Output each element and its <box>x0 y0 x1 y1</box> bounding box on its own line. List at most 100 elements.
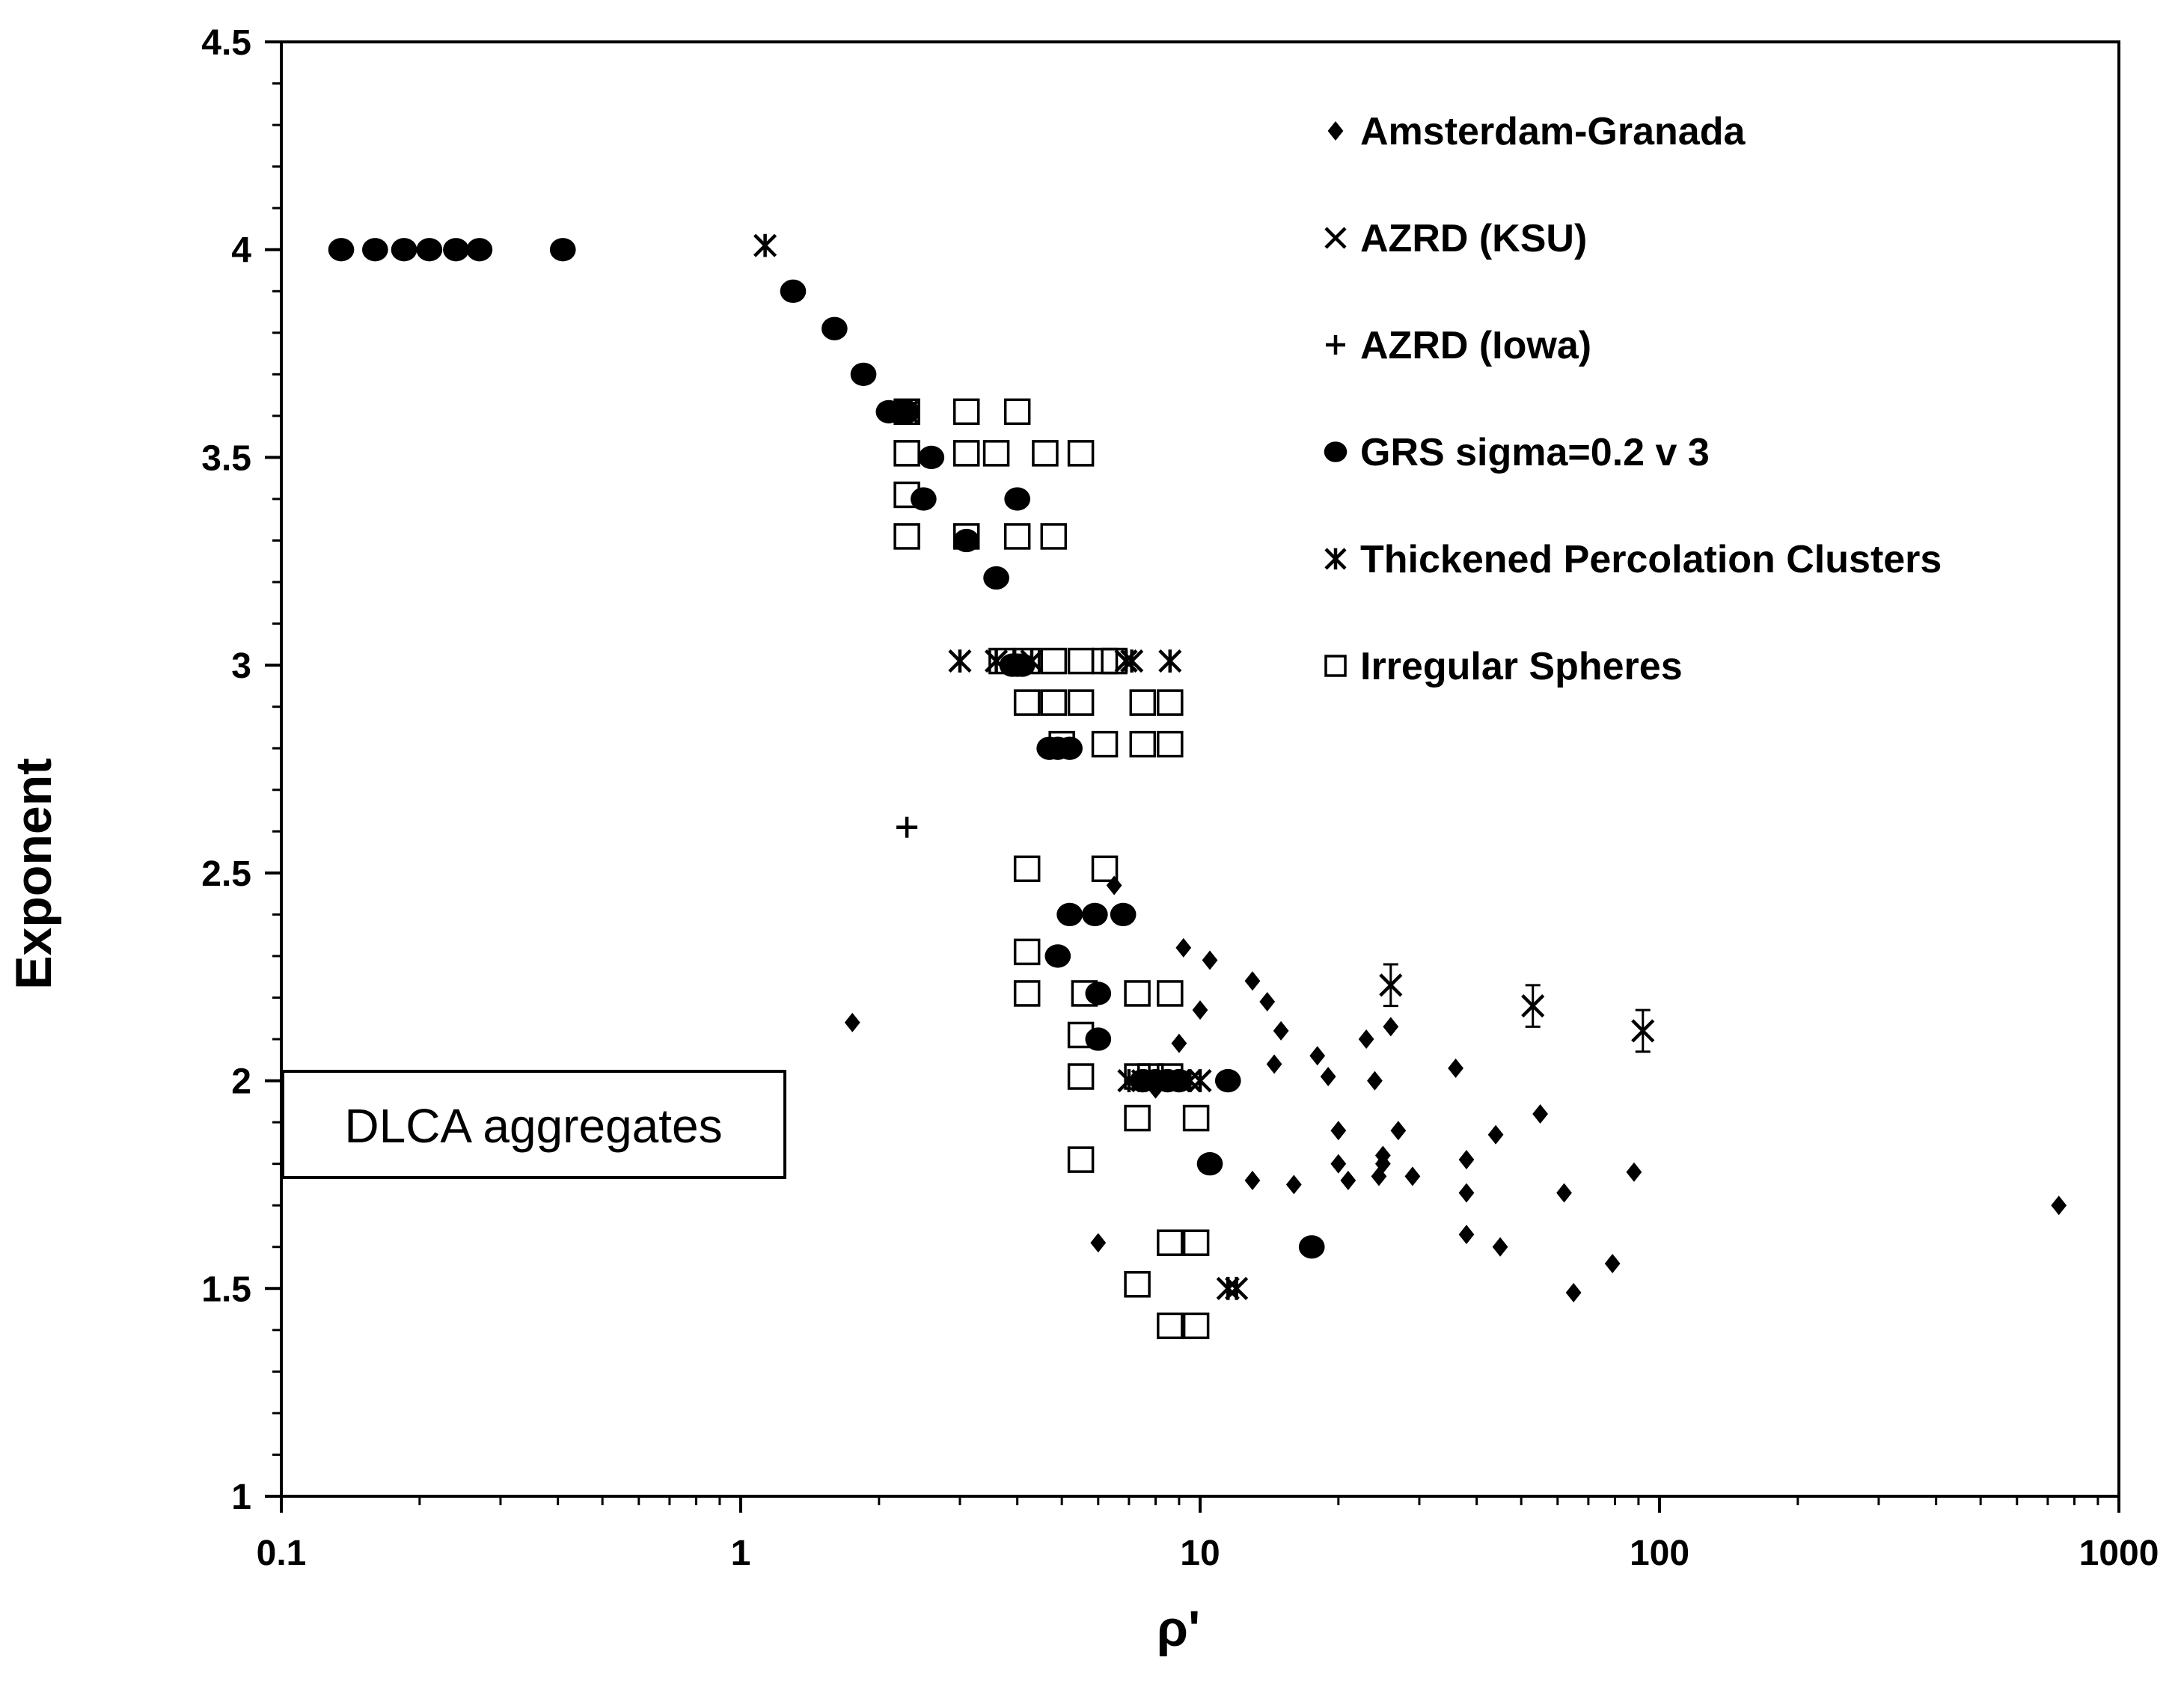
star-marker <box>1188 1068 1212 1093</box>
diamond-marker <box>1106 875 1122 895</box>
circle-marker <box>1110 902 1137 927</box>
square-marker <box>1013 980 1041 1007</box>
square-marker <box>1067 689 1095 716</box>
diamond-marker <box>1374 1145 1391 1166</box>
star-marker <box>1324 548 1347 570</box>
square-marker <box>952 398 980 426</box>
circle-marker <box>361 238 388 262</box>
circle-marker <box>1298 1235 1325 1259</box>
x-marker <box>1379 973 1403 997</box>
diamond-marker <box>1320 1067 1336 1087</box>
legend-entry: AZRD (KSU) <box>1324 217 1587 260</box>
diamond-marker <box>1285 1175 1302 1195</box>
circle-marker <box>983 566 1009 590</box>
y-tick-label: 3.5 <box>201 438 251 478</box>
diamond-marker <box>1090 1233 1107 1253</box>
circle-marker <box>328 238 355 262</box>
circle-marker <box>391 238 417 262</box>
legend-entry: AZRD (Iowa) <box>1326 324 1591 367</box>
square-marker <box>1124 1104 1151 1132</box>
x-tick-label: 0.1 <box>257 1534 307 1573</box>
diamond-marker <box>1171 1033 1187 1053</box>
diamond-marker <box>1309 1046 1326 1066</box>
legend-label: Thickened Percolation Clusters <box>1360 538 1942 581</box>
circle-marker <box>780 279 807 303</box>
square-marker <box>1040 647 1068 675</box>
x-tick-label: 1000 <box>2079 1534 2159 1573</box>
circle-marker <box>910 487 937 511</box>
diamond-marker <box>1458 1225 1475 1245</box>
diamond-marker <box>1532 1104 1548 1124</box>
diamond-marker <box>1458 1183 1475 1203</box>
square-marker <box>1003 523 1031 550</box>
circle-marker <box>1085 982 1112 1005</box>
diamond-marker <box>2051 1195 2067 1216</box>
square-marker <box>1013 855 1041 883</box>
legend-label: Amsterdam-Granada <box>1360 110 1746 153</box>
circle-marker <box>850 362 877 386</box>
star-marker <box>1120 649 1144 673</box>
diamond-marker <box>1390 1121 1407 1141</box>
square-marker <box>1182 1104 1210 1132</box>
square-marker <box>893 398 920 426</box>
square-marker <box>1157 1229 1184 1256</box>
axes: 11.522.533.544.50.1 1 10 100 1000 <box>201 23 2159 1573</box>
star-marker <box>948 649 972 673</box>
square-marker <box>1067 440 1095 467</box>
diamond-marker <box>844 1012 860 1032</box>
legend-label: AZRD (Iowa) <box>1360 324 1591 367</box>
diamond-marker <box>1259 992 1276 1012</box>
plus-marker <box>1326 335 1345 355</box>
dlca-annotation-box: DLCA aggregates <box>281 1070 786 1179</box>
x-tick-label: 100 <box>1630 1534 1689 1573</box>
square-marker <box>1040 689 1068 716</box>
circle-marker <box>1214 1068 1241 1093</box>
diamond-marker <box>1202 950 1218 970</box>
diamond-marker <box>1556 1183 1572 1203</box>
star-marker <box>895 399 919 423</box>
circle-marker <box>1196 1152 1223 1176</box>
star-marker <box>753 233 777 257</box>
diamond-marker <box>1327 121 1344 141</box>
circle-marker <box>1081 902 1108 927</box>
square-marker <box>1013 647 1041 675</box>
diamond-marker <box>1383 1017 1399 1037</box>
legend-entry: Amsterdam-Granada <box>1327 110 1746 153</box>
square-marker <box>1124 980 1151 1007</box>
x-tick-label: 10 <box>1180 1534 1220 1573</box>
square-marker <box>1157 980 1184 1007</box>
diamond-marker <box>1244 1170 1261 1190</box>
square-marker <box>1182 1229 1210 1256</box>
square-marker <box>952 440 980 467</box>
square-marker <box>1071 980 1098 1007</box>
series-amsterdam-granada <box>844 875 2067 1302</box>
square-marker <box>1324 655 1347 677</box>
square-marker <box>1101 647 1128 675</box>
diamond-marker <box>1458 1150 1475 1170</box>
legend-label: AZRD (KSU) <box>1360 217 1587 260</box>
circle-marker <box>1056 902 1083 927</box>
x-axis-title: ρ' <box>1157 1600 1200 1657</box>
y-tick-label: 2.5 <box>201 854 251 894</box>
y-tick-label: 4 <box>231 231 251 271</box>
star-marker <box>1225 1276 1249 1300</box>
legend-label: GRS sigma=0.2 v 3 <box>1360 431 1710 474</box>
x-marker <box>1631 1019 1655 1043</box>
diamond-marker <box>1626 1162 1642 1182</box>
square-marker <box>952 523 980 550</box>
diamond-marker <box>1487 1124 1504 1145</box>
diamond-marker <box>1330 1154 1347 1174</box>
square-marker <box>893 440 920 467</box>
square-marker <box>1091 730 1119 758</box>
square-marker <box>1013 689 1041 716</box>
circle-marker <box>416 238 443 262</box>
legend-entry: Irregular Spheres <box>1324 645 1683 688</box>
square-marker <box>1067 1021 1095 1049</box>
diamond-marker <box>1492 1237 1508 1257</box>
y-tick-label: 2 <box>231 1062 251 1102</box>
series-irregular-spheres <box>893 398 1210 1340</box>
circle-marker <box>821 316 848 340</box>
square-marker <box>1003 398 1031 426</box>
square-marker <box>1157 730 1184 758</box>
